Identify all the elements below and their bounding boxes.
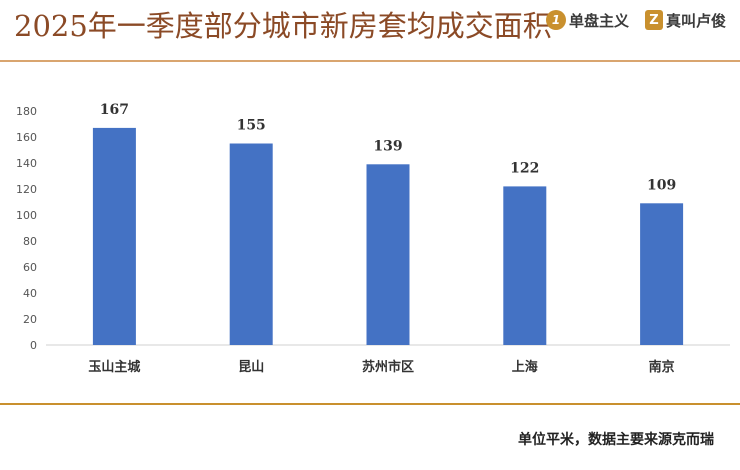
source-footnote: 单位平米，数据主要来源克而瑞 — [518, 432, 714, 448]
y-tick-label: 180 — [16, 105, 37, 118]
chart-title: 2025年一季度部分城市新房套均成交面积 — [14, 9, 552, 43]
y-tick-label: 160 — [16, 131, 37, 144]
y-tick-label: 100 — [16, 209, 37, 222]
x-category-label: 昆山 — [238, 359, 264, 375]
bar-value-label: 109 — [647, 177, 676, 193]
bar — [640, 203, 684, 345]
bar — [92, 127, 136, 346]
y-tick-label: 40 — [23, 287, 37, 300]
y-tick-label: 0 — [30, 339, 37, 352]
footer-divider — [0, 403, 740, 405]
bar — [229, 143, 273, 345]
bar-value-label: 167 — [100, 102, 129, 118]
header: 2025年一季度部分城市新房套均成交面积 1 单盘主义 Z 真叫卢俊 — [0, 0, 740, 62]
y-tick-label: 140 — [16, 157, 37, 170]
bar-value-label: 155 — [237, 118, 266, 134]
bar — [366, 164, 410, 345]
z-logo-icon: Z — [645, 10, 663, 30]
y-tick-label: 120 — [16, 183, 37, 196]
brand-danpan-label: 单盘主义 — [569, 11, 630, 30]
x-category-label: 南京 — [649, 359, 675, 375]
brand-zhenjiao-label: 真叫卢俊 — [666, 11, 727, 30]
y-tick-label: 80 — [23, 235, 37, 248]
brand-danpan: 1 单盘主义 — [546, 8, 629, 32]
y-tick-label: 20 — [23, 313, 37, 326]
number-one-logo-icon: 1 — [546, 10, 566, 30]
x-category-label: 苏州市区 — [362, 359, 414, 375]
bar — [503, 186, 547, 345]
x-category-label: 玉山主城 — [88, 359, 140, 375]
bar-value-label: 139 — [373, 138, 402, 154]
bar-value-label: 122 — [510, 160, 539, 176]
x-category-label: 上海 — [512, 359, 538, 375]
header-divider — [0, 60, 740, 62]
brand-zhenjiao: Z 真叫卢俊 — [645, 8, 726, 32]
y-tick-label: 60 — [23, 261, 37, 274]
bar-chart: 0 20 40 60 80 100 120 140 160 180 167 玉山主城 155 昆山 139 苏… — [16, 102, 730, 375]
